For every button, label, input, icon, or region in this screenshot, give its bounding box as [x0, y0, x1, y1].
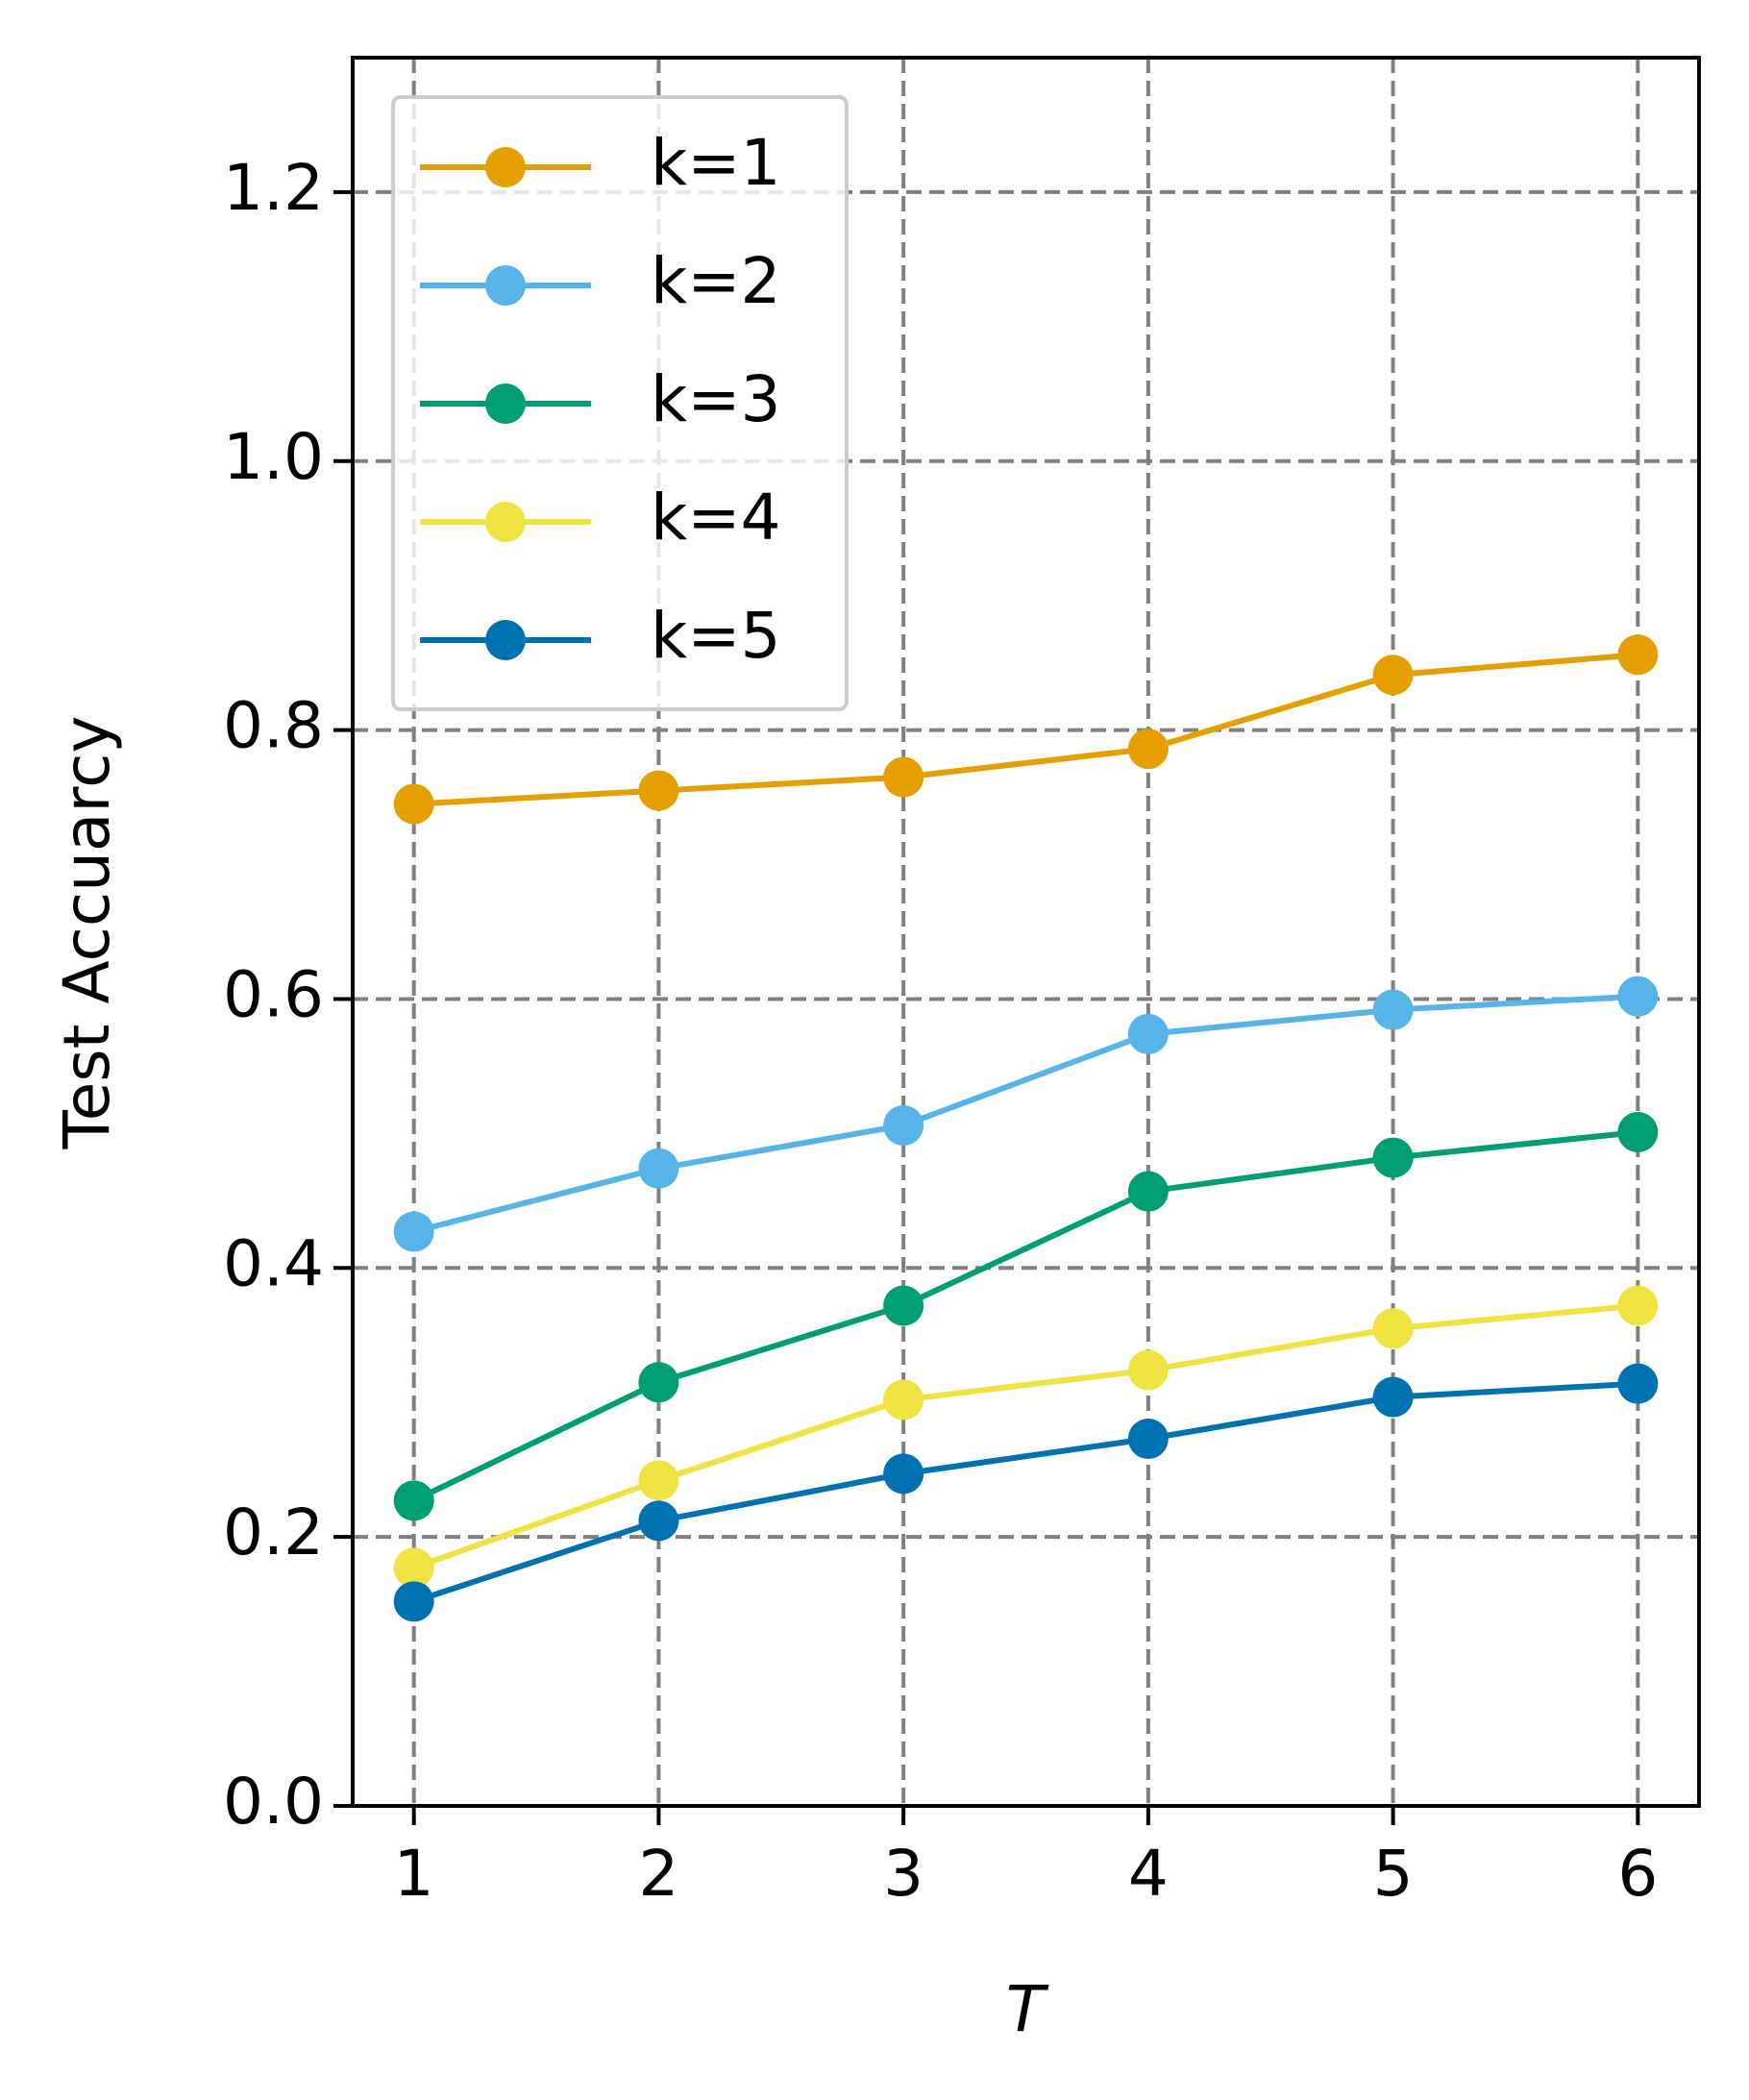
- legend-marker: [485, 620, 526, 660]
- y-tick-label: 0.0: [223, 1765, 324, 1839]
- data-point: [1617, 1285, 1659, 1326]
- data-point: [393, 1480, 434, 1521]
- data-point: [638, 1148, 679, 1189]
- data-point: [1617, 1111, 1659, 1152]
- plot-frame: [351, 56, 1701, 1808]
- data-point: [883, 756, 924, 798]
- legend-marker: [485, 147, 526, 187]
- data-point: [1372, 1376, 1414, 1418]
- legend-marker: [485, 502, 526, 542]
- data-point: [393, 1581, 434, 1622]
- y-tick-label: 0.4: [223, 1226, 324, 1300]
- data-point: [883, 1379, 924, 1421]
- data-point: [393, 783, 434, 825]
- series-line: [412, 993, 1638, 1235]
- y-tick-label: 0.8: [223, 689, 324, 763]
- x-tick-label: 4: [1128, 1837, 1169, 1911]
- legend: k=1 k=2 k=3 k=4 k=5: [391, 95, 849, 711]
- data-point: [1372, 1308, 1414, 1349]
- data-point: [1372, 989, 1414, 1030]
- y-axis-label: Test Accuarcy: [50, 716, 124, 1150]
- y-tick-label: 1.0: [223, 420, 324, 494]
- legend-box: [391, 95, 849, 711]
- x-tick-label: 3: [883, 1837, 924, 1911]
- data-point: [1617, 976, 1659, 1017]
- data-point: [1127, 1013, 1169, 1054]
- data-point: [1127, 1419, 1169, 1460]
- y-tick-label: 0.6: [223, 958, 324, 1032]
- data-point: [883, 1285, 924, 1326]
- data-point: [393, 1211, 434, 1252]
- series-line: [413, 652, 1638, 807]
- y-tick-label: 1.2: [223, 151, 324, 225]
- legend-label: k=2: [651, 244, 781, 318]
- data-point: [883, 1453, 924, 1495]
- data-point: [1127, 1171, 1169, 1212]
- legend-label: k=4: [651, 481, 781, 555]
- data-point: [1372, 1137, 1414, 1178]
- legend-marker: [485, 383, 526, 424]
- legend-label: k=5: [651, 599, 781, 673]
- x-tick-label: 1: [394, 1837, 434, 1911]
- series-line: [412, 1380, 1638, 1605]
- data-point: [638, 1460, 679, 1501]
- data-point: [638, 770, 679, 811]
- data-point: [1617, 1363, 1659, 1404]
- x-tick-label: 5: [1373, 1837, 1414, 1911]
- legend-marker: [485, 265, 526, 306]
- data-point: [393, 1547, 434, 1589]
- data-point: [1372, 655, 1414, 696]
- x-tick-label: 6: [1617, 1837, 1658, 1911]
- series-line: [412, 1129, 1638, 1504]
- data-point: [638, 1500, 679, 1542]
- data-point: [883, 1104, 924, 1146]
- x-axis-label: T: [1006, 1972, 1049, 2046]
- x-tick-label: 2: [638, 1837, 678, 1911]
- data-point: [638, 1362, 679, 1403]
- y-tick-label: 0.2: [223, 1495, 324, 1569]
- legend-label: k=3: [651, 362, 781, 436]
- data-point: [1617, 634, 1659, 676]
- legend-label: k=1: [651, 126, 781, 200]
- data-point: [1127, 729, 1169, 770]
- data-point: [1127, 1349, 1169, 1391]
- series-line: [412, 1302, 1638, 1571]
